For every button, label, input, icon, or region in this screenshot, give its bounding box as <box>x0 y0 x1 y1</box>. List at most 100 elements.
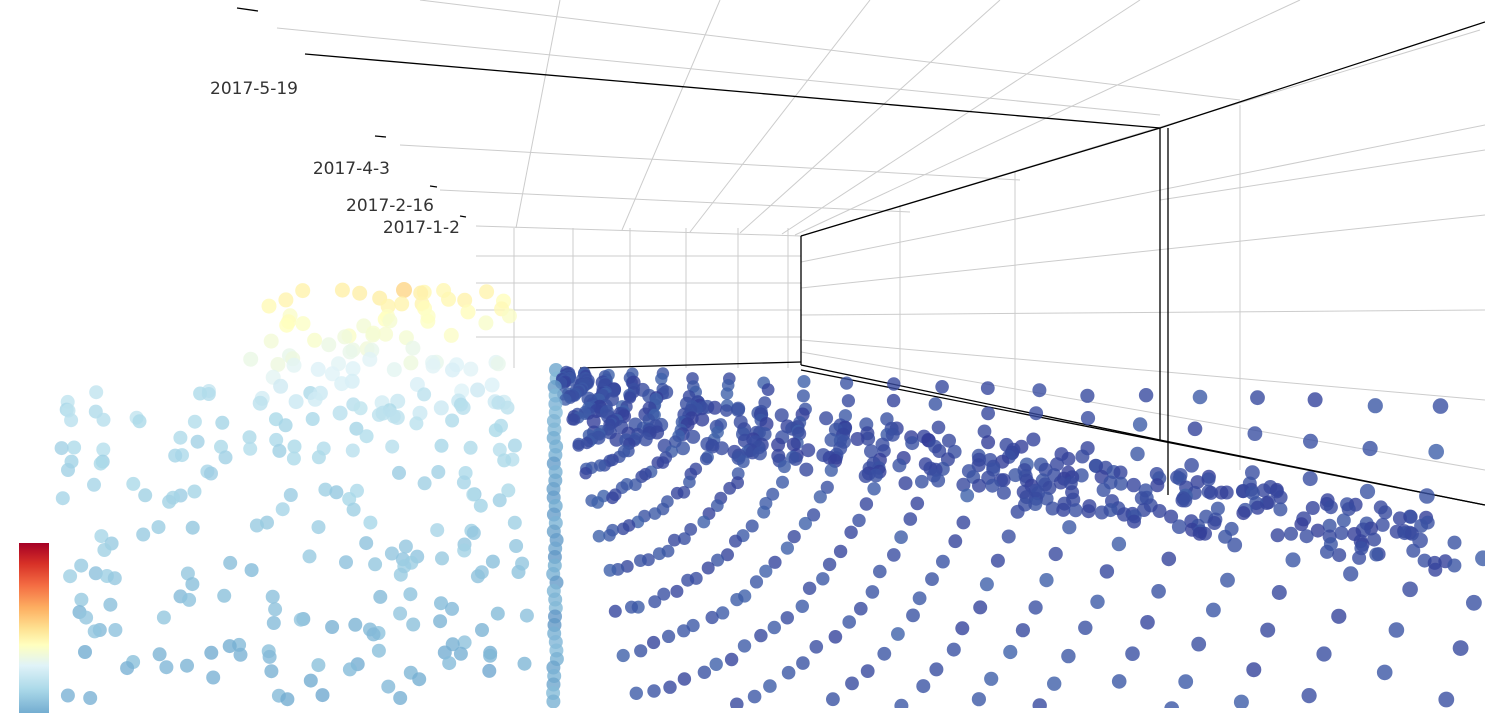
data-point <box>586 414 601 429</box>
data-point <box>378 326 394 342</box>
data-point <box>894 530 908 544</box>
data-point <box>1032 383 1047 398</box>
data-point <box>638 432 653 447</box>
data-point <box>647 635 661 650</box>
data-point <box>393 606 408 621</box>
data-point <box>859 497 874 511</box>
z-tick-label: 2017-1-2 <box>383 218 460 238</box>
data-point <box>1039 573 1054 588</box>
data-point <box>1447 558 1462 573</box>
data-point <box>1341 502 1356 517</box>
data-point <box>786 437 801 452</box>
data-point <box>1438 691 1455 708</box>
data-point <box>616 648 630 663</box>
data-point <box>337 329 353 345</box>
data-point <box>295 316 311 332</box>
data-point <box>249 518 264 533</box>
data-point <box>670 486 684 500</box>
data-point <box>1332 548 1347 563</box>
data-point <box>519 608 534 623</box>
data-point <box>96 442 111 457</box>
data-point <box>185 520 200 535</box>
data-point <box>339 555 353 570</box>
grid-line <box>794 0 1301 236</box>
data-point <box>345 361 361 377</box>
data-point <box>1388 622 1405 638</box>
data-point <box>126 476 141 491</box>
data-point <box>910 496 925 511</box>
grid-line <box>739 0 1001 234</box>
data-point <box>840 376 854 390</box>
data-point <box>218 450 233 465</box>
data-point <box>1132 417 1148 432</box>
data-point <box>151 520 166 535</box>
data-point <box>64 413 79 428</box>
visual-map-color-bar[interactable] <box>19 543 49 713</box>
data-point <box>1152 504 1167 518</box>
data-point <box>1028 497 1043 511</box>
data-point <box>1250 500 1265 515</box>
data-point <box>223 555 238 570</box>
data-point <box>721 548 734 562</box>
data-point <box>1117 507 1132 522</box>
data-point <box>1303 433 1318 449</box>
data-point <box>286 451 301 466</box>
data-point <box>311 520 326 535</box>
data-point <box>334 282 350 298</box>
data-point <box>366 627 381 642</box>
data-point <box>813 490 827 504</box>
data-point <box>138 488 153 503</box>
data-point <box>705 610 719 625</box>
data-point <box>603 563 617 577</box>
data-point <box>1061 451 1076 466</box>
data-point <box>152 647 167 662</box>
data-point <box>956 515 971 530</box>
data-point <box>1048 546 1063 562</box>
data-point <box>723 481 737 495</box>
data-point <box>1428 443 1444 460</box>
data-point <box>936 554 950 569</box>
data-point <box>270 357 286 372</box>
data-point <box>204 645 219 660</box>
data-point <box>1250 390 1265 406</box>
data-point <box>342 492 357 506</box>
data-point <box>87 624 102 639</box>
data-point <box>788 451 803 466</box>
data-point <box>1207 516 1222 530</box>
data-point <box>1260 622 1276 638</box>
data-point <box>1220 572 1235 588</box>
grid-line <box>439 189 911 213</box>
data-point <box>132 414 147 429</box>
data-point <box>1081 504 1096 519</box>
grid-line <box>800 214 1485 289</box>
data-point <box>677 624 691 638</box>
z-tick-label: 2017-2-16 <box>346 196 434 216</box>
data-point <box>774 408 789 423</box>
data-point <box>985 478 1000 493</box>
data-point <box>460 304 476 320</box>
data-point <box>215 415 230 430</box>
data-point <box>445 601 459 616</box>
data-point <box>457 543 472 558</box>
data-point <box>1419 488 1435 504</box>
data-point <box>981 406 995 421</box>
data-point <box>572 439 585 452</box>
data-point <box>1008 468 1023 483</box>
grid-lines <box>276 0 1485 471</box>
data-point <box>1080 411 1096 426</box>
data-point <box>891 627 905 641</box>
data-point <box>473 498 488 513</box>
data-point <box>242 430 257 445</box>
data-point <box>1113 465 1128 480</box>
data-point <box>262 649 277 664</box>
data-point <box>1075 449 1090 464</box>
data-point <box>261 298 277 314</box>
data-point <box>854 601 868 616</box>
data-point <box>1099 564 1115 579</box>
data-point <box>492 493 507 508</box>
data-point <box>420 313 436 329</box>
data-point <box>403 587 418 602</box>
grid-line <box>515 0 561 229</box>
data-point <box>757 505 771 519</box>
data-point <box>365 327 381 343</box>
